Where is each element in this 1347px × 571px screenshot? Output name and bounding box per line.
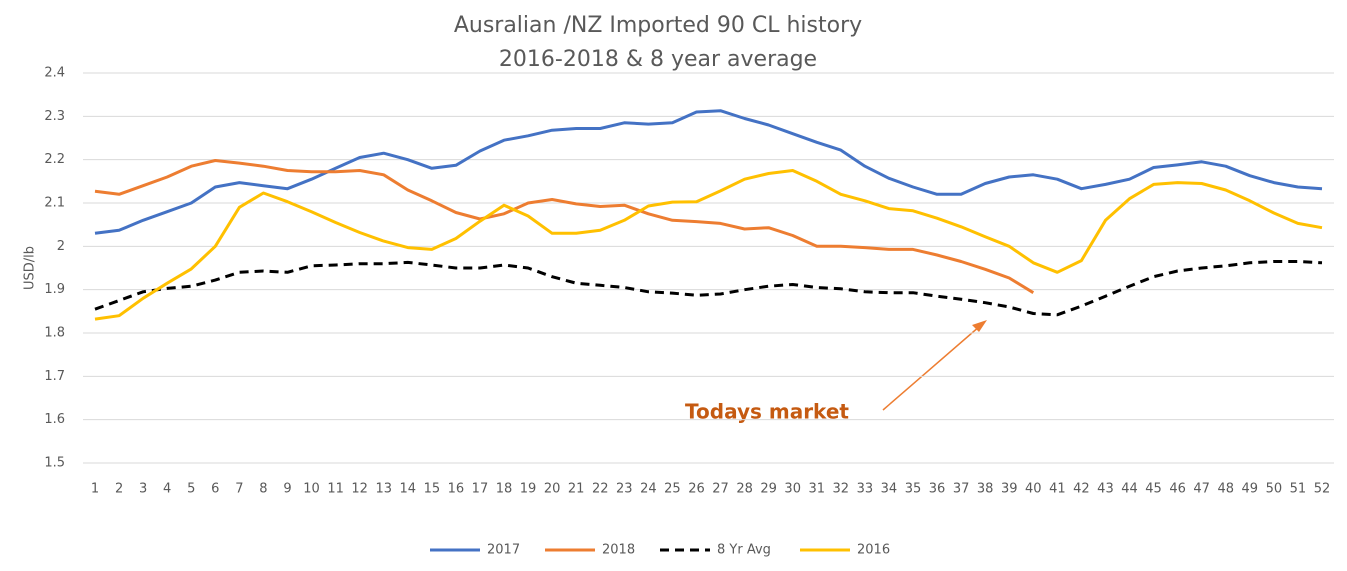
y-tick-label: 2.1 (44, 196, 65, 211)
x-tick-label: 27 (712, 482, 729, 497)
x-tick-label: 38 (977, 482, 994, 497)
x-tick-label: 10 (303, 482, 320, 497)
x-tick-label: 48 (1217, 482, 1234, 497)
x-tick-label: 33 (857, 482, 874, 497)
x-tick-label: 26 (688, 482, 705, 497)
x-tick-label: 36 (929, 482, 946, 497)
legend-label: 2018 (602, 543, 635, 558)
y-tick-label: 1.8 (44, 326, 65, 341)
x-tick-label: 2 (115, 482, 123, 497)
x-tick-label: 12 (351, 482, 368, 497)
y-tick-label: 2.2 (44, 152, 65, 167)
x-tick-label: 39 (1001, 482, 1018, 497)
y-axis-label: USD/lb (23, 246, 38, 290)
arrow-head (972, 320, 987, 332)
x-tick-label: 47 (1193, 482, 1210, 497)
x-tick-label: 3 (139, 482, 147, 497)
x-tick-label: 25 (664, 482, 681, 497)
series-line (94, 159, 1035, 294)
x-tick-label: 18 (496, 482, 513, 497)
x-tick-label: 30 (784, 482, 801, 497)
y-tick-label: 1.9 (44, 282, 65, 297)
x-tick-label: 41 (1049, 482, 1066, 497)
legend-label: 2016 (857, 543, 890, 558)
chart-title: Ausralian /NZ Imported 90 CL history (454, 13, 862, 38)
x-tick-label: 15 (424, 482, 441, 497)
x-tick-label: 31 (808, 482, 825, 497)
y-tick-label: 2.3 (44, 109, 65, 124)
x-tick-label: 9 (283, 482, 291, 497)
x-tick-label: 28 (736, 482, 753, 497)
x-tick-label: 11 (327, 482, 344, 497)
series-line (94, 109, 1323, 235)
annotation-arrow (882, 325, 981, 411)
series-line (94, 260, 1323, 317)
x-tick-label: 22 (592, 482, 609, 497)
x-tick-label: 32 (833, 482, 850, 497)
legend-label: 8 Yr Avg (717, 543, 771, 558)
y-tick-label: 2 (57, 239, 65, 254)
x-tick-label: 43 (1097, 482, 1114, 497)
x-tick-label: 44 (1121, 482, 1138, 497)
x-tick-label: 7 (235, 482, 243, 497)
legend-label: 2017 (487, 543, 520, 558)
x-tick-label: 20 (544, 482, 561, 497)
x-tick-label: 37 (953, 482, 970, 497)
y-tick-label: 1.7 (44, 369, 65, 384)
y-tick-label: 1.6 (44, 412, 65, 427)
x-tick-label: 5 (187, 482, 195, 497)
x-tick-label: 52 (1314, 482, 1331, 497)
x-tick-label: 19 (520, 482, 537, 497)
x-tick-label: 45 (1145, 482, 1162, 497)
x-tick-label: 46 (1169, 482, 1186, 497)
x-tick-label: 4 (163, 482, 171, 497)
series-line (94, 169, 1323, 321)
x-tick-label: 23 (616, 482, 633, 497)
x-tick-label: 49 (1242, 482, 1259, 497)
x-tick-label: 42 (1073, 482, 1090, 497)
x-tick-label: 24 (640, 482, 657, 497)
x-tick-label: 1 (91, 482, 99, 497)
y-tick-label: 2.4 (44, 66, 65, 81)
x-tick-label: 50 (1266, 482, 1283, 497)
x-tick-label: 21 (568, 482, 585, 497)
x-tick-label: 29 (760, 482, 777, 497)
x-tick-label: 16 (448, 482, 465, 497)
chart-subtitle: 2016-2018 & 8 year average (499, 47, 817, 72)
y-tick-label: 1.5 (44, 456, 65, 471)
x-tick-label: 35 (905, 482, 922, 497)
x-tick-label: 17 (472, 482, 489, 497)
x-tick-label: 6 (211, 482, 219, 497)
x-tick-label: 51 (1290, 482, 1307, 497)
x-tick-label: 40 (1025, 482, 1042, 497)
x-tick-label: 14 (400, 482, 417, 497)
x-tick-label: 8 (259, 482, 267, 497)
x-tick-label: 34 (881, 482, 898, 497)
x-tick-label: 13 (375, 482, 392, 497)
